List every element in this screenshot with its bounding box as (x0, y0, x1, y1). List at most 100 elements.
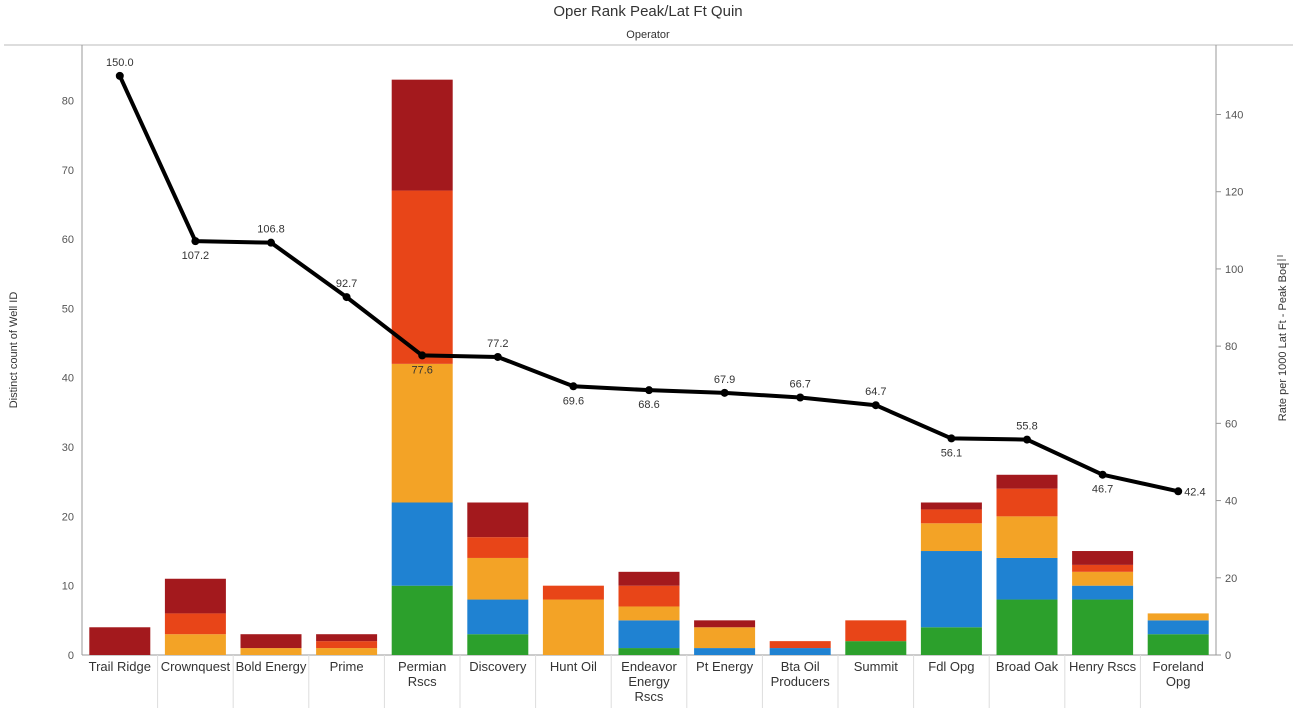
y2-tick-label: 60 (1225, 418, 1237, 430)
bar-segment-10-3 (845, 620, 907, 642)
rate-data-label: 77.6 (411, 364, 432, 376)
x-category-label: Fdl Opg (928, 659, 974, 674)
bar-segment-5-2 (467, 557, 529, 600)
bar-segment-11-1 (920, 551, 982, 628)
bar-segment-6-3 (542, 585, 604, 600)
y-tick-label: 70 (62, 165, 74, 177)
rate-point (115, 71, 124, 80)
x-category-label: Prime (330, 659, 364, 674)
rate-data-label: 107.2 (182, 250, 210, 262)
bar-segment-4-3 (391, 190, 453, 364)
rate-point (1174, 487, 1183, 496)
bar-segment-8-4 (694, 620, 756, 628)
x-category-label: Hunt Oil (550, 659, 597, 674)
bar-segment-1-2 (164, 634, 226, 655)
rate-point (720, 388, 729, 397)
bar-segment-13-1 (1072, 585, 1134, 600)
bar-segment-13-4 (1072, 551, 1134, 565)
rate-data-label: 106.8 (257, 224, 285, 236)
bar-segment-12-3 (996, 488, 1058, 517)
y2-tick-label: 40 (1225, 496, 1237, 508)
rate-data-label: 56.1 (941, 447, 962, 459)
x-category-label: Rscs (635, 689, 664, 704)
rate-data-label: 64.7 (865, 386, 886, 398)
rate-point (569, 382, 578, 391)
y2-tick-label: 100 (1225, 264, 1243, 276)
bar-segment-14-2 (1147, 613, 1209, 621)
rate-point (418, 351, 427, 360)
bar-segment-11-0 (920, 627, 982, 655)
bar-segment-3-4 (316, 634, 378, 642)
bar-segment-8-2 (694, 627, 756, 649)
bar-segment-10-0 (845, 641, 907, 655)
bar-segment-9-1 (769, 648, 831, 655)
x-category-label: Endeavor (621, 659, 677, 674)
y2-tick-label: 0 (1225, 650, 1231, 662)
bar-segment-0-4 (89, 627, 151, 655)
bar-segment-4-0 (391, 585, 453, 655)
y-axis-title: Distinct count of Well ID (8, 292, 20, 409)
bar-segment-7-2 (618, 606, 680, 621)
y-tick-label: 0 (68, 650, 74, 662)
rate-data-label: 42.4 (1184, 486, 1205, 498)
y2-tick-label: 120 (1225, 187, 1243, 199)
bar-segment-7-1 (618, 620, 680, 649)
rate-data-label: 66.7 (789, 378, 810, 390)
x-category-label: Pt Energy (696, 659, 754, 674)
sort-icon[interactable] (1277, 255, 1289, 265)
bar-segment-1-3 (164, 613, 226, 635)
bar-segment-13-0 (1072, 599, 1134, 655)
bar-segment-12-2 (996, 516, 1058, 558)
rate-point (947, 434, 956, 443)
rate-data-label: 69.6 (563, 395, 584, 407)
bar-segment-7-0 (618, 648, 680, 655)
y-tick-label: 60 (62, 234, 74, 246)
bar-segment-8-1 (694, 648, 756, 655)
bar-segment-5-3 (467, 537, 529, 558)
x-category-label: Bold Energy (236, 659, 307, 674)
bar-segment-5-0 (467, 634, 529, 655)
x-category-label: Producers (771, 674, 831, 689)
bar-segment-2-4 (240, 634, 302, 649)
bar-segment-4-2 (391, 363, 453, 503)
bar-segment-14-0 (1147, 634, 1209, 655)
rate-point (1023, 435, 1031, 444)
bar-segment-4-4 (391, 79, 453, 191)
rate-point (645, 386, 653, 395)
x-category-label: Discovery (469, 659, 527, 674)
chart-title: Oper Rank Peak/Lat Ft Quin (553, 3, 742, 20)
y-tick-label: 40 (62, 373, 74, 385)
bar-segment-5-1 (467, 599, 529, 635)
bar-segment-14-1 (1147, 620, 1209, 635)
x-category-label: Henry Rscs (1069, 659, 1137, 674)
rate-data-label: 68.6 (638, 399, 659, 411)
bar-segment-7-3 (618, 585, 680, 607)
bar-segment-7-4 (618, 571, 680, 586)
bar-segment-5-4 (467, 502, 529, 538)
bar-segment-11-4 (920, 502, 982, 510)
bar-segment-13-3 (1072, 564, 1134, 572)
bar-segment-4-1 (391, 502, 453, 586)
rate-data-label: 77.2 (487, 338, 508, 350)
y2-tick-label: 140 (1225, 109, 1243, 121)
x-category-label: Opg (1166, 674, 1191, 689)
y2-tick-label: 20 (1225, 573, 1237, 585)
bar-segment-1-4 (164, 578, 226, 614)
x-category-label: Energy (628, 674, 670, 689)
x-category-label: Broad Oak (996, 659, 1059, 674)
y-tick-label: 10 (62, 581, 74, 593)
y-tick-label: 20 (62, 511, 74, 523)
rate-data-label: 46.7 (1092, 484, 1113, 496)
bar-segment-11-3 (920, 509, 982, 524)
rate-point (267, 238, 275, 247)
rate-data-label: 92.7 (336, 278, 357, 290)
bar-segment-12-0 (996, 599, 1058, 655)
rate-point (493, 352, 502, 361)
y2-axis-title: Rate per 1000 Lat Ft - Peak Boe (1277, 263, 1289, 421)
y-tick-label: 30 (62, 442, 74, 454)
bar-segment-12-4 (996, 474, 1058, 489)
x-category-label: Trail Ridge (89, 659, 151, 674)
x-category-label: Summit (854, 659, 898, 674)
x-category-label: Foreland (1153, 659, 1204, 674)
